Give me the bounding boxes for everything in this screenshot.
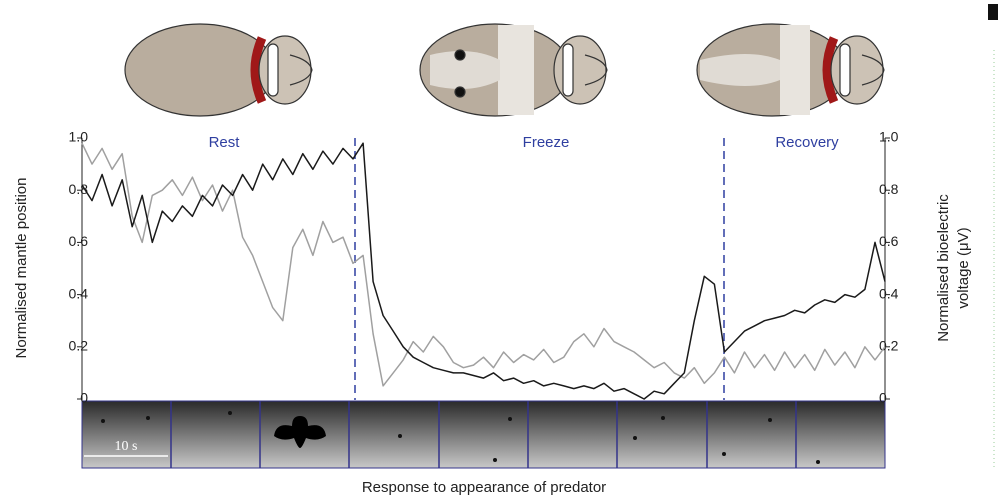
y2-tick-label: 0 [879, 390, 887, 406]
phase-label: Freeze [523, 134, 570, 151]
y-tick-label: 0.2 [69, 338, 89, 354]
y2-tick-label: 0.4 [879, 285, 899, 301]
panel-mark [988, 4, 998, 20]
figure: 10 s Rest Freeze Recovery Response to ap… [0, 0, 1005, 498]
squid-rest [125, 24, 312, 116]
y2-axis-label: Normalised bioelectric [935, 194, 952, 342]
x-axis-label: Response to appearance of predator [362, 479, 606, 496]
y2-tick-label: 0.6 [879, 233, 899, 249]
page: {"chart_data": {"type": "line", "ylabel"… [0, 0, 1005, 498]
scale-bar-label: 10 s [115, 439, 138, 454]
y-tick-label: 0 [80, 390, 88, 406]
y2-tick-label: 0.8 [879, 181, 899, 197]
y-tick-label: 0.6 [69, 233, 89, 249]
data-line [82, 143, 885, 386]
video-strip: 10 s [82, 401, 885, 468]
squid-recovery [697, 24, 884, 116]
y2-axis-label: voltage (μV) [955, 227, 972, 308]
y-tick-label: 0.4 [69, 285, 89, 301]
y-tick-label: 1.0 [69, 129, 89, 145]
squid-freeze [420, 24, 607, 116]
phase-label: Rest [209, 134, 241, 151]
phase-label: Recovery [775, 134, 839, 151]
y2-tick-label: 1.0 [879, 129, 899, 145]
data-line [82, 143, 885, 399]
y-axis-label: Normalised mantle position [13, 178, 30, 359]
